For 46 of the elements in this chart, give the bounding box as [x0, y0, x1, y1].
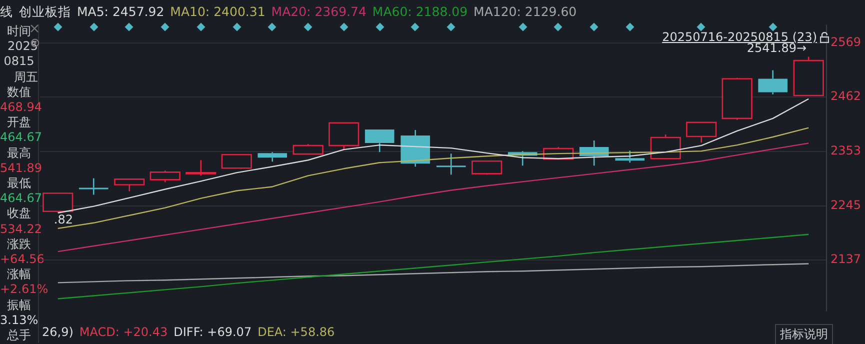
annotation: .82: [54, 212, 73, 226]
text: 数值: [6, 84, 32, 100]
text: 振幅: [6, 298, 32, 313]
text: MA5: 2457.92: [77, 4, 164, 21]
annotation: 534.22: [0, 222, 42, 237]
candlestick: [758, 70, 788, 95]
text: 最高: [6, 146, 32, 161]
text: 收盘: [6, 206, 32, 222]
annotation: +2.61%: [0, 282, 48, 298]
text: 2025: [6, 39, 38, 54]
candlestick: [258, 151, 288, 162]
text: DEA: +58.86: [258, 325, 335, 339]
y-tick-label: 2462: [830, 88, 862, 103]
annotation: 468.94: [0, 100, 42, 116]
y-tick-label: 2353: [830, 144, 862, 158]
text: 0815: [2, 54, 36, 70]
y-tick-label: 2569: [830, 35, 862, 50]
annotation: 20250716-20250815 (23): [662, 30, 817, 44]
text: MA20: 2369.74: [271, 4, 366, 21]
text: 涨跌: [6, 236, 32, 252]
text: 总手: [6, 328, 32, 344]
text: MA10: 2400.31: [170, 4, 266, 21]
text: 时间: [6, 24, 32, 40]
y-tick-label: 2245: [830, 198, 862, 212]
text: 指标说明: [775, 324, 833, 344]
candlestick: [615, 150, 645, 164]
annotation: 464.67: [0, 191, 42, 206]
candlestick: [400, 129, 430, 168]
text: 最低: [6, 176, 32, 192]
text: 3.13%: [0, 312, 38, 328]
candlestick: [78, 178, 108, 196]
text: DIFF: +69.07: [174, 325, 252, 339]
text: MACD: +20.43: [79, 325, 168, 339]
annotation: 464.67: [0, 130, 42, 146]
text: 涨幅: [6, 267, 32, 282]
text: 26,9): [42, 325, 74, 339]
annotation: +64.56: [0, 252, 44, 268]
text: MA120: 2129.60: [474, 4, 577, 21]
text: MA60: 2188.09: [372, 4, 468, 21]
text: 线: [0, 4, 13, 21]
candlestick: [436, 152, 466, 176]
text: 开盘: [6, 115, 32, 130]
y-tick-label: 2137: [830, 252, 862, 266]
annotation: 541.89: [0, 160, 42, 176]
text: 周五: [13, 70, 38, 85]
chart-title: 创业板指: [19, 4, 71, 21]
